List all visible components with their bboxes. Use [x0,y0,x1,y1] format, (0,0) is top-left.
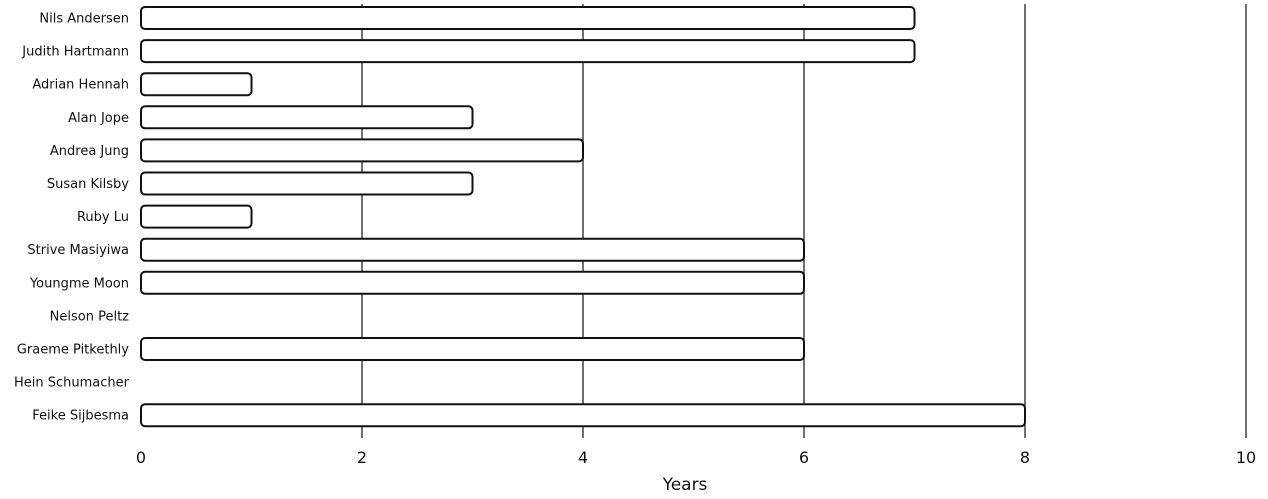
x-axis-title: Years [662,475,708,495]
grid-lines [361,4,1247,438]
bar [140,403,1026,428]
bars [140,6,1026,428]
bar [140,337,805,361]
category-label: Strive Masiyiwa [27,243,129,258]
category-label: Andrea Jung [50,144,129,159]
bar [140,171,474,196]
category-label: Feike Sijbesma [32,409,129,424]
category-label: Alan Jope [68,111,129,126]
bar [140,39,916,64]
bar [140,270,805,295]
category-label: Ruby Lu [77,210,129,225]
category-label: Graeme Pitkethly [17,343,129,358]
category-label: Hein Schumacher [14,376,130,391]
bar [140,237,805,262]
category-labels: Nils Andersen Judith Hartmann Adrian Henna… [14,12,130,424]
category-label: Nelson Peltz [50,309,130,324]
bar [140,105,474,130]
x-tick-label: 10 [1236,448,1256,467]
x-tick-label: 8 [1020,448,1030,467]
bar [140,72,253,97]
x-tick-label: 0 [136,448,146,467]
category-label: Susan Kilsby [47,177,129,192]
bar [140,204,253,229]
category-label: Judith Hartmann [21,45,129,60]
x-tick-labels: 0 2 4 6 8 10 [136,448,1256,467]
x-tick-label: 6 [799,448,809,467]
x-tick-label: 2 [357,448,367,467]
x-tick-label: 4 [578,448,588,467]
category-label: Nils Andersen [39,12,129,27]
bar [140,138,584,163]
bar [140,6,916,30]
category-label: Youngme Moon [29,276,129,291]
category-label: Adrian Hennah [32,78,129,93]
